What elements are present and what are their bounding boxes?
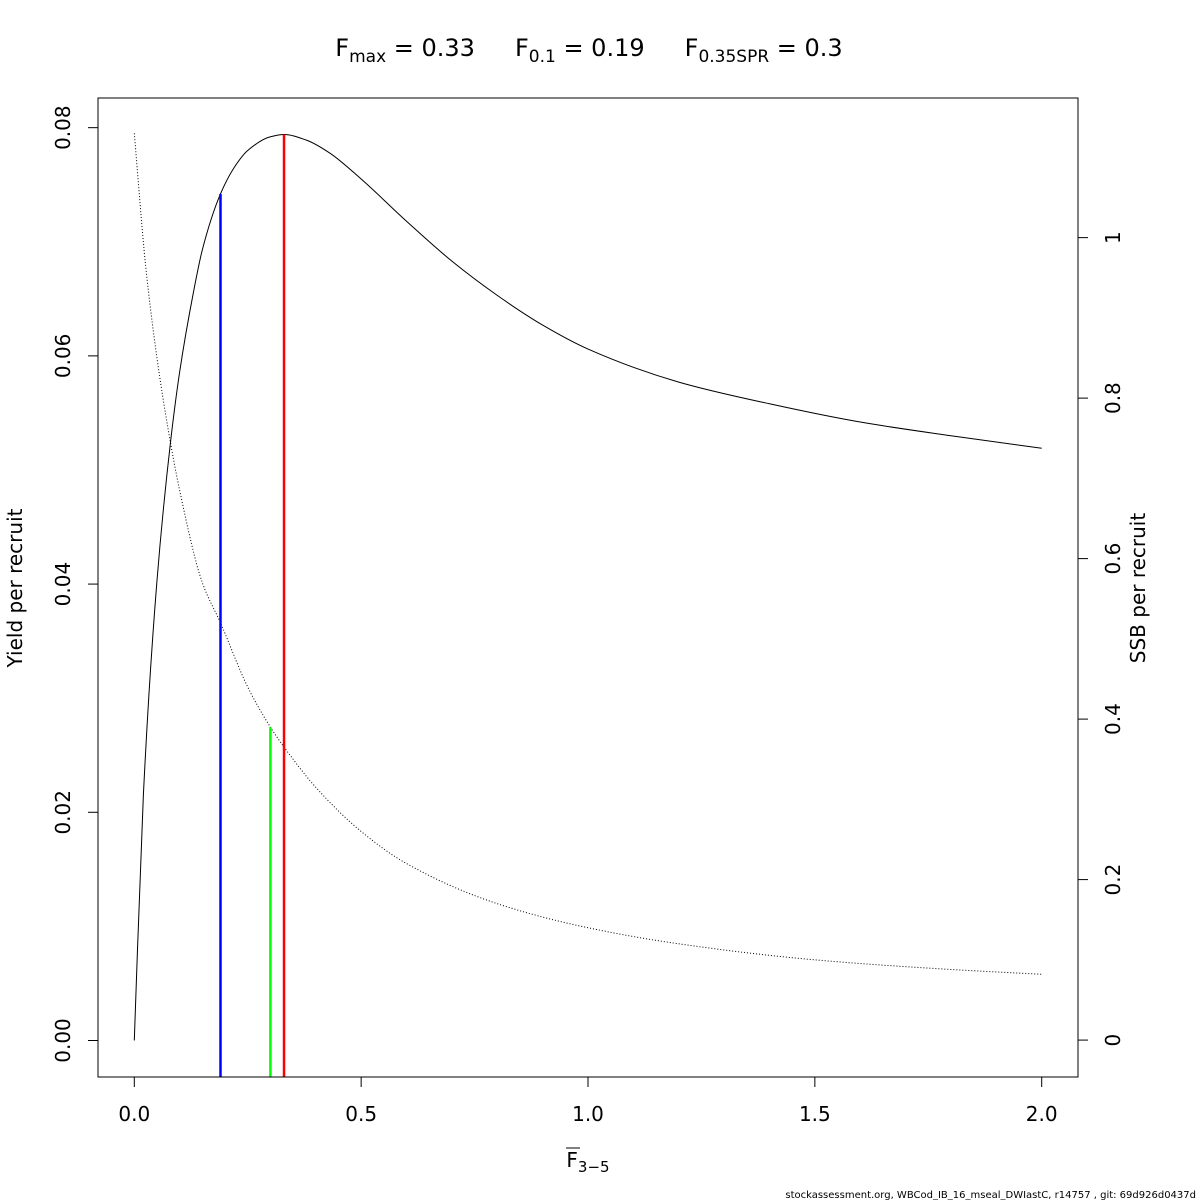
x-tick-label: 0.5 (345, 1102, 377, 1126)
x-tick-label: 2.0 (1026, 1102, 1058, 1126)
title-part-base: F (335, 34, 349, 62)
ssb-per-recruit-line (133, 133, 1042, 975)
x-axis-label: F3−5 (566, 1147, 610, 1176)
plot-frame (97, 97, 1079, 1078)
x-tick-label: 1.5 (799, 1102, 831, 1126)
chart-title-text: Fmax = 0.33 F0.1 = 0.19 F0.35SPR = 0.3 (335, 34, 842, 67)
series-group (133, 133, 1042, 1041)
y-axis-left: 0.00 0.02 0.04 0.06 0.08 (51, 105, 99, 1063)
title-part-subscript: 0.35SPR (698, 47, 769, 67)
y-right-tick-label: 0 (1101, 1034, 1125, 1047)
title-part-base: F (685, 34, 699, 62)
y-left-tick-label: 0.00 (51, 1018, 75, 1063)
x-axis: 0.0 0.5 1.0 1.5 2.0 (118, 1076, 1058, 1126)
y-left-tick-label: 0.04 (51, 562, 75, 607)
y-left-tick-label: 0.08 (51, 105, 75, 150)
title-part-value: = 0.33 (386, 34, 475, 62)
y-axis-right-label: SSB per recruit (1126, 513, 1150, 664)
reference-lines (219, 134, 286, 1077)
y-right-tick-label: 0.4 (1101, 703, 1125, 735)
yield-per-recruit-line (133, 134, 1042, 1041)
title-part-value: = 0.19 (556, 34, 645, 62)
y-right-tick-label: 0.2 (1101, 864, 1125, 896)
x-axis-label-base: F (566, 1148, 578, 1172)
title-part-value: = 0.3 (769, 34, 843, 62)
x-tick-label: 0.0 (118, 1102, 150, 1126)
title-part-subscript: 0.1 (529, 47, 556, 67)
x-tick-label: 1.0 (572, 1102, 604, 1126)
y-left-tick-label: 0.02 (51, 790, 75, 835)
y-right-tick-label: 0.6 (1101, 543, 1125, 575)
x-axis-label-subscript: 3−5 (578, 1158, 610, 1176)
y-left-tick-label: 0.06 (51, 334, 75, 379)
title-part-base: F (515, 34, 529, 62)
chart-title: Fmax = 0.33 F0.1 = 0.19 F0.35SPR = 0.3 (335, 34, 842, 67)
y-axis-right: 0 0.2 0.4 0.6 0.8 1 (1077, 231, 1125, 1047)
footer-credit: stockassessment.org, WBCod_IB_16_mseal_D… (785, 1190, 1196, 1200)
y-axis-left-label: Yield per recruit (3, 508, 27, 668)
title-part-subscript: max (349, 47, 386, 67)
y-right-tick-label: 1 (1101, 231, 1125, 244)
x-axis-label-text: F3−5 (566, 1148, 609, 1176)
y-right-tick-label: 0.8 (1101, 382, 1125, 414)
